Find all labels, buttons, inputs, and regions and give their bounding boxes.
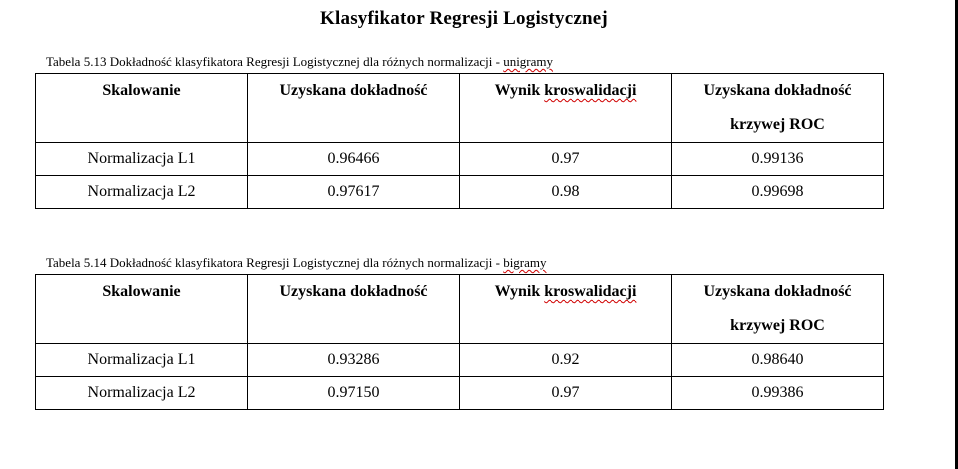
table-row: Normalizacja L1 0.96466 0.97 0.99136 <box>35 142 884 176</box>
table-caption-unigrams: Tabela 5.13 Dokładność klasyfikatora Reg… <box>46 55 553 69</box>
header-cv-word1: Wynik <box>494 82 545 99</box>
cell-accuracy: 0.93286 <box>247 343 460 377</box>
cell-roc: 0.98640 <box>671 343 884 377</box>
cell-roc: 0.99386 <box>671 376 884 410</box>
header-accuracy: Uzyskana dokładność <box>247 73 460 143</box>
results-table-unigrams: Skalowanie Uzyskana dokładność Wynik kro… <box>35 73 884 209</box>
cell-roc: 0.99136 <box>671 142 884 176</box>
cell-scaling: Normalizacja L1 <box>35 343 248 377</box>
header-accuracy: Uzyskana dokładność <box>247 274 460 344</box>
table-row: Normalizacja L2 0.97150 0.97 0.99386 <box>35 376 884 410</box>
cell-scaling: Normalizacja L2 <box>35 376 248 410</box>
caption-keyword: bigramy <box>503 255 547 270</box>
results-table-bigrams: Skalowanie Uzyskana dokładność Wynik kro… <box>35 274 884 410</box>
header-roc-line2: krzywej ROC <box>730 317 825 334</box>
header-scaling: Skalowanie <box>35 274 248 344</box>
header-cv-word2: kroswalidacji <box>544 82 637 99</box>
cell-cv: 0.98 <box>459 175 672 209</box>
page-title: Klasyfikator Regresji Logistycznej <box>320 8 608 29</box>
header-cross-validation: Wynik kroswalidacji <box>459 274 672 344</box>
header-roc: Uzyskana dokładność krzywej ROC <box>671 73 884 143</box>
table-caption-bigrams: Tabela 5.14 Dokładność klasyfikatora Reg… <box>46 256 547 270</box>
caption-text: Tabela 5.14 Dokładność klasyfikatora Reg… <box>46 255 504 270</box>
header-cv-word2: kroswalidacji <box>544 283 637 300</box>
header-roc-line1: Uzyskana dokładność <box>703 82 852 99</box>
table-header-row: Skalowanie Uzyskana dokładność Wynik kro… <box>35 73 884 143</box>
header-cv-word1: Wynik <box>494 283 545 300</box>
table-row: Normalizacja L1 0.93286 0.92 0.98640 <box>35 343 884 377</box>
cell-scaling: Normalizacja L2 <box>35 175 248 209</box>
cell-accuracy: 0.97150 <box>247 376 460 410</box>
cell-cv: 0.92 <box>459 343 672 377</box>
cell-scaling: Normalizacja L1 <box>35 142 248 176</box>
header-roc-line2: krzywej ROC <box>730 116 825 133</box>
caption-text: Tabela 5.13 Dokładność klasyfikatora Reg… <box>46 54 504 69</box>
page-edge-line <box>955 0 958 469</box>
header-roc: Uzyskana dokładność krzywej ROC <box>671 274 884 344</box>
caption-keyword: unigramy <box>503 54 554 69</box>
header-roc-line1: Uzyskana dokładność <box>703 283 852 300</box>
table-header-row: Skalowanie Uzyskana dokładność Wynik kro… <box>35 274 884 344</box>
cell-accuracy: 0.97617 <box>247 175 460 209</box>
header-cross-validation: Wynik kroswalidacji <box>459 73 672 143</box>
table-row: Normalizacja L2 0.97617 0.98 0.99698 <box>35 175 884 209</box>
cell-cv: 0.97 <box>459 142 672 176</box>
cell-roc: 0.99698 <box>671 175 884 209</box>
cell-accuracy: 0.96466 <box>247 142 460 176</box>
header-scaling: Skalowanie <box>35 73 248 143</box>
cell-cv: 0.97 <box>459 376 672 410</box>
